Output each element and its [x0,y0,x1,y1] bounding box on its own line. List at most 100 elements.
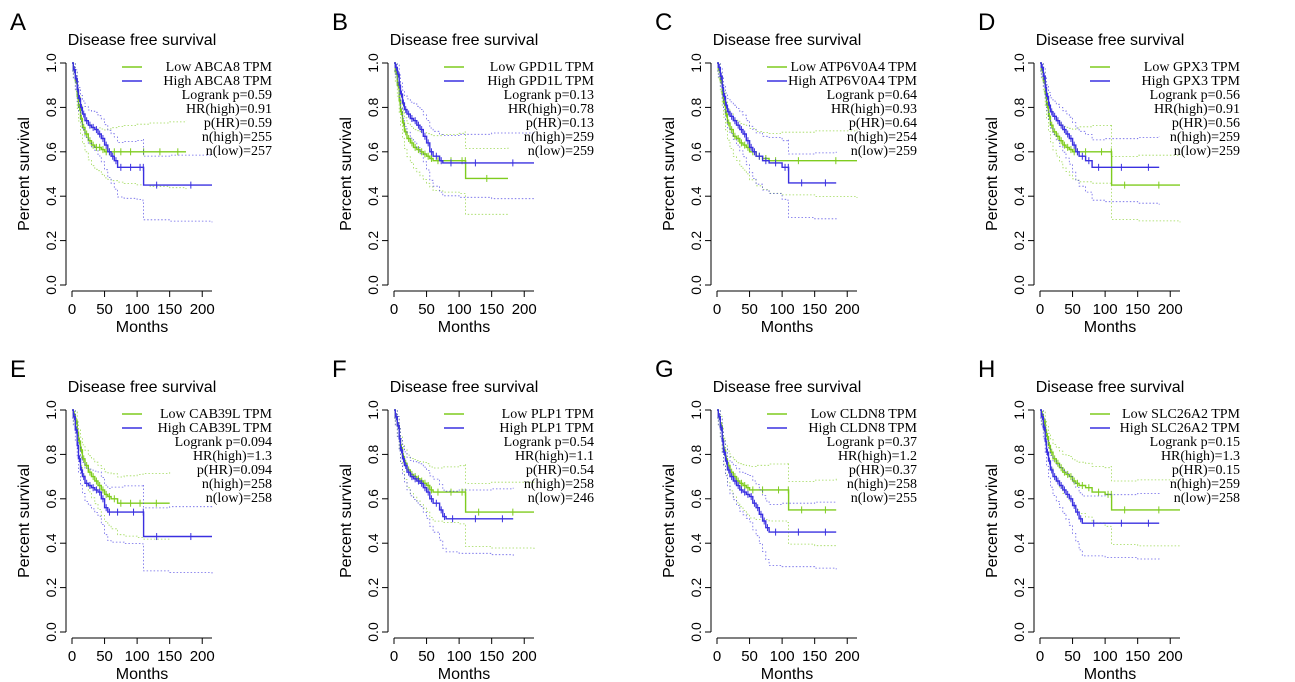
stat-annotation: n(high)=255 [202,130,272,145]
y-tick-label: 0.2 [365,231,381,251]
series-lower-ci [1040,70,1181,223]
x-tick-label: 200 [835,301,860,318]
series-line [72,409,170,504]
x-tick-label: 100 [770,301,795,318]
x-tick-label: 0 [713,301,721,318]
legend-entry: High CAB39L TPM [158,421,273,436]
panel-label: F [332,356,347,383]
stat-annotation: n(low)=259 [851,144,917,159]
y-tick-label: 1.0 [365,53,381,73]
series-lower-ci [1040,417,1181,548]
y-tick-label: 0.4 [688,186,704,206]
stat-annotation: n(low)=259 [528,144,594,159]
x-tick-label: 200 [190,648,215,665]
series-line [394,62,508,180]
y-tick-label: 0.0 [365,622,381,642]
y-tick-label: 1.0 [688,53,704,73]
series-line [1040,62,1180,186]
y-tick-label: 0.6 [43,489,59,509]
panel-label: D [978,9,995,36]
x-tick-label: 100 [1093,301,1118,318]
x-axis-label: Months [761,666,813,682]
y-tick-label: 1.0 [688,400,704,420]
legend-entry: High CLDN8 TPM [808,421,917,436]
chart-title: Disease free survival [1036,379,1185,396]
chart-title: Disease free survival [713,32,862,49]
stat-annotation: HR(high)=1.1 [515,449,594,464]
series-upper-ci [1040,62,1160,141]
series-lower-ci [1040,417,1160,561]
stat-annotation: n(high)=258 [202,477,272,492]
stat-annotation: n(low)=255 [851,491,917,506]
panel-label: G [655,356,674,383]
stat-annotation: Logrank p=0.094 [175,435,272,450]
chart-title: Disease free survival [390,32,539,49]
stat-annotation: Logrank p=0.13 [504,88,594,103]
x-tick-label: 50 [96,301,113,318]
stat-annotation: HR(high)=0.93 [831,102,917,117]
x-tick-label: 0 [390,648,398,665]
chart-title: Disease free survival [1036,32,1185,49]
y-tick-label: 0.6 [43,142,59,162]
y-tick-label: 0.8 [43,97,59,117]
stat-annotation: n(high)=259 [1170,477,1240,492]
x-tick-label: 100 [770,648,795,665]
stat-annotation: n(high)=259 [524,130,594,145]
x-tick-label: 100 [447,301,472,318]
x-axis-label: Months [116,666,168,682]
stat-annotation: HR(high)=1.2 [838,449,917,464]
chart-panel-f: F Disease free survival 0.0 0.2 0.4 0.6 0.8 1.0… [332,356,595,682]
x-tick-label: 150 [479,301,504,318]
y-tick-label: 0.4 [365,533,381,553]
x-axis-label: Months [116,319,168,336]
x-tick-label: 150 [157,648,182,665]
y-tick-label: 0.2 [688,578,704,598]
legend-entry: High ABCA8 TPM [163,74,272,89]
y-axis-label: Percent survival [984,464,1001,578]
legend-entry: Low PLP1 TPM [502,407,595,422]
y-tick-label: 0.6 [688,489,704,509]
stat-annotation: HR(high)=0.91 [186,102,272,117]
stat-annotation: HR(high)=0.91 [1154,102,1240,117]
series-lower-ci [394,70,535,201]
y-axis-label: Percent survival [338,464,355,578]
x-tick-label: 200 [512,301,537,318]
y-tick-label: 1.0 [1011,400,1027,420]
series-upper-ci [394,62,535,136]
y-tick-label: 1.0 [43,53,59,73]
x-axis-label: Months [438,666,490,682]
series-upper-ci [1040,409,1181,482]
series-upper-ci [72,62,213,157]
x-tick-label: 100 [447,648,472,665]
legend-entry: High GPD1L TPM [487,74,594,89]
series-line [394,409,514,520]
x-axis-label: Months [1084,319,1136,336]
y-tick-label: 0.8 [688,97,704,117]
y-tick-label: 0.8 [365,444,381,464]
x-tick-label: 150 [802,301,827,318]
chart-title: Disease free survival [713,379,862,396]
series-line [72,409,212,538]
chart-title: Disease free survival [68,379,217,396]
y-tick-label: 0.0 [1011,275,1027,295]
x-tick-label: 150 [479,648,504,665]
y-tick-label: 0.2 [1011,578,1027,598]
chart-panel-d: D Disease free survival 0.0 0.2 0.4 0.6 0.8 1.0… [978,9,1241,336]
y-tick-label: 0.8 [365,97,381,117]
legend-entry: Low GPX3 TPM [1144,60,1241,75]
series-upper-ci [72,409,171,478]
stat-annotation: Logrank p=0.37 [827,435,917,450]
stat-annotation: n(low)=259 [1174,144,1240,159]
chart-panel-h: H Disease free survival 0.0 0.2 0.4 0.6 0.8 1.0… [978,356,1241,682]
chart-panel-a: A Disease free survival 0.0 0.2 0.4 0.6 0.8 1.0… [10,9,273,336]
stat-annotation: n(high)=258 [847,477,917,492]
x-tick-label: 50 [1064,301,1081,318]
series-lower-ci [394,417,514,557]
y-tick-label: 0.8 [43,444,59,464]
y-axis-label: Percent survival [16,464,33,578]
y-tick-label: 0.4 [43,186,59,206]
y-tick-label: 0.2 [1011,231,1027,251]
series-lower-ci [717,417,837,570]
y-axis-label: Percent survival [661,464,678,578]
x-tick-label: 50 [418,301,435,318]
